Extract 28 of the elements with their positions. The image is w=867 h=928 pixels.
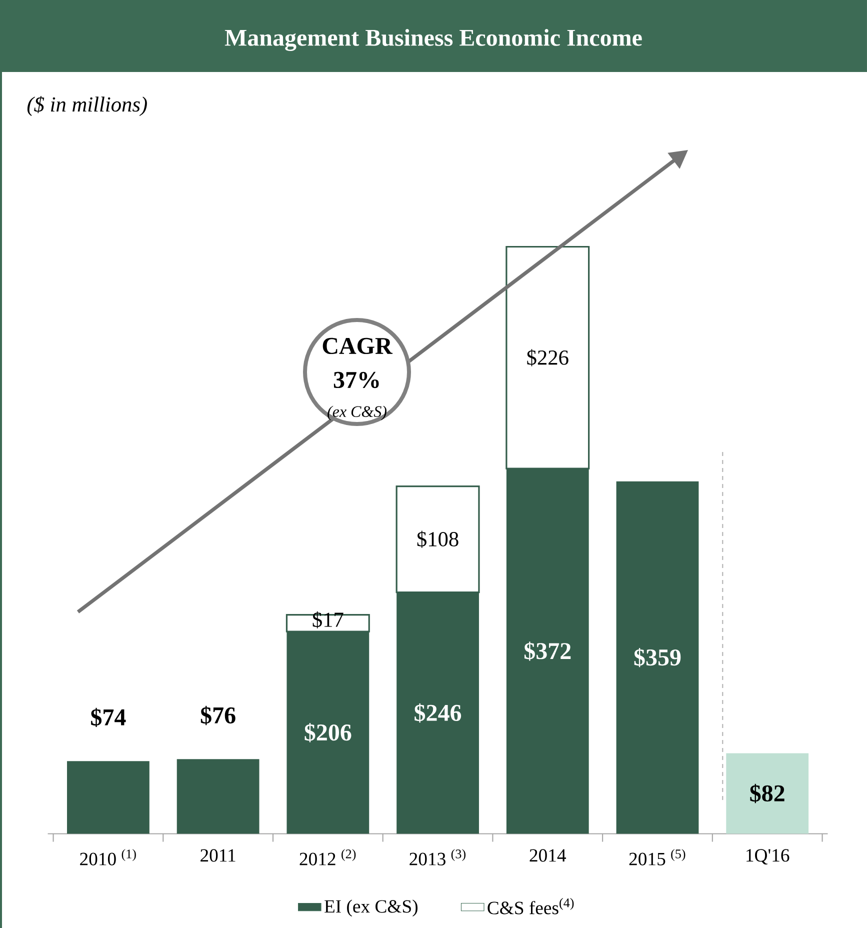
data-label: $76	[200, 706, 236, 726]
data-label: $372	[524, 642, 571, 661]
annotation: (ex C&S)	[328, 406, 386, 420]
data-label: $226	[527, 349, 568, 366]
legend-label: EI (ex C&S)	[324, 900, 418, 917]
x-tick-label: 1Q'16	[746, 849, 790, 865]
x-tick-label: 2012 $^{(2)}$	[300, 849, 356, 866]
bar	[726, 753, 809, 834]
data-label: $108	[417, 530, 458, 548]
x-tick-label: 2011	[200, 849, 236, 862]
x-tick-label: 2010 $^{(1)}$	[80, 849, 136, 866]
bar	[176, 759, 260, 834]
data-label: $246	[414, 703, 462, 723]
data-label: $206	[304, 723, 352, 742]
annotation: CAGR	[322, 338, 393, 354]
data-label: $82	[750, 784, 784, 804]
x-tick-label: 2013 $^{(3)}$	[410, 849, 466, 866]
data-label: $17	[312, 611, 344, 628]
annotation: 37%	[334, 372, 379, 388]
chart-subtitle: ($ in millions)	[27, 96, 147, 116]
data-label: $359	[634, 648, 681, 668]
bar	[67, 761, 150, 834]
x-tick-label: 2014	[530, 849, 566, 862]
legend-label: C&S fees$^{(4)}$	[488, 898, 574, 914]
x-tick-label: 2015 $^{(5)}$	[629, 849, 686, 866]
bar	[616, 481, 699, 834]
chart-title: Management Business Economic Income	[224, 29, 642, 51]
data-label: $74	[91, 708, 126, 728]
